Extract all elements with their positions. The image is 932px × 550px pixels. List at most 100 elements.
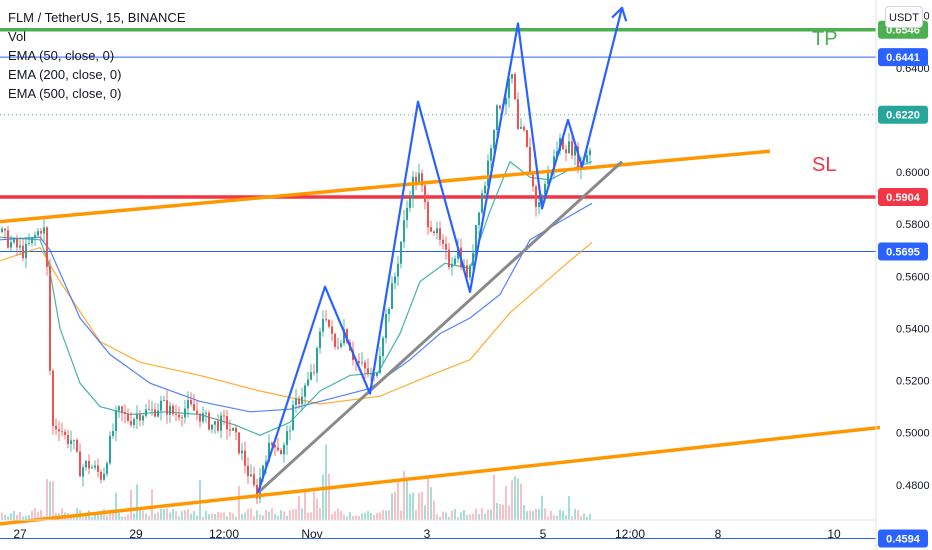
candle-body [289,430,291,432]
price-tag [878,188,928,207]
volume-bar [121,516,123,520]
candle-body [52,370,54,426]
candle-body [364,362,366,369]
volume-bar [259,514,261,520]
y-tick-label: 0.5800 [896,219,930,231]
candle-body [565,149,567,153]
candle-body [334,333,336,347]
candle-body [265,461,267,466]
y-tick-label: 0.5400 [896,323,930,335]
candle-body [322,319,324,332]
candle-body [301,396,303,405]
price-tag-label: 0.5695 [886,247,920,259]
volume-bar [346,516,348,520]
legend-ema-200[interactable]: EMA (200, close, 0) [8,67,122,82]
volume-bar [400,510,402,520]
volume-bar [334,511,336,520]
candle-body [496,105,498,130]
volume-bar [445,512,447,520]
volume-bar [562,510,564,520]
candle-body [541,197,543,203]
candle-body [256,484,258,499]
volume-bar [424,505,426,520]
candle-body [277,447,279,451]
candle-body [304,385,306,397]
currency-button[interactable]: USDT [885,6,923,28]
candle-body [64,431,66,435]
candle-body [295,398,297,405]
candle-body [361,362,363,364]
volume-bar [151,489,153,520]
volume-bar [430,487,432,520]
candle-body [232,427,234,431]
candle-body [328,319,330,327]
volume-bar [298,496,300,520]
candle-body [130,421,132,425]
candle-body [94,465,96,468]
candle-body [46,227,48,267]
volume-bar [295,509,297,520]
legend-ema-50[interactable]: EMA (50, close, 0) [8,48,115,63]
volume-bar [187,509,189,520]
volume-bar [208,514,210,520]
x-tick-label: 8 [715,527,722,541]
volume-bar [310,512,312,520]
volume-bar [325,444,327,520]
volume-bar [469,514,471,520]
candle-body [139,414,141,421]
legend-ema-500[interactable]: EMA (500, close, 0) [8,86,122,101]
symbol-title[interactable]: FLM / TetherUS, 15, BINANCE [8,10,186,25]
candle-body [202,413,204,422]
plot-area [0,0,876,520]
volume-bar [202,516,204,520]
volume-bar [547,516,549,520]
candle-body [409,198,411,208]
volume-bar [394,491,396,520]
volume-bar [130,489,132,520]
volume-bar [19,511,21,520]
volume-bar [118,509,120,520]
volume-bar [343,514,345,520]
candle-body [391,283,393,310]
candle-body [55,425,57,430]
candle-body [235,427,237,433]
legend-vol[interactable]: Vol [8,29,27,44]
candle-body [121,406,123,413]
volume-bar [16,514,18,520]
volume-bar [139,510,141,520]
candle-body [430,227,432,232]
candle-body [229,429,231,431]
candle-body [226,415,228,430]
candle-body [205,412,207,414]
candle-body [499,105,501,109]
volume-bar [511,480,513,520]
volume-bar [505,486,507,520]
candle-body [514,74,516,100]
gray-trendline [256,160,624,494]
volume-bar [316,498,318,520]
candle-body [370,373,372,375]
volume-bar [7,516,9,520]
candle-body [61,431,63,433]
volume-bar [166,508,168,520]
orange-upper-channel-line [0,149,771,224]
price-tag-label: 0.5904 [886,192,921,204]
candle-body [577,146,579,171]
volume-bar [244,512,246,520]
volume-bar [532,511,534,520]
candle-body [178,414,180,418]
volume-bar [322,474,324,520]
candle-body [511,74,513,79]
candle-body [16,238,18,248]
candle-body [28,243,30,244]
volume-bar [301,508,303,520]
volume-bar [391,493,393,520]
volume-bar [583,513,585,520]
volume-bars [1,444,591,520]
volume-bar [565,515,567,520]
price-tag [878,242,928,261]
volume-bar [136,484,138,520]
candle-body [208,412,210,430]
candle-body [133,419,135,425]
